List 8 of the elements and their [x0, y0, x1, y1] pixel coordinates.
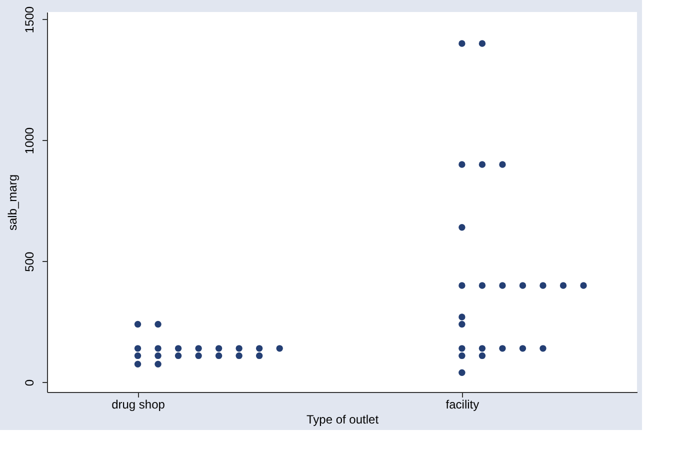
- x-tick-label: facility: [446, 398, 480, 412]
- y-axis-title: salb_marg: [6, 174, 20, 231]
- x-axis-title: Type of outlet: [306, 412, 380, 426]
- y-tick-label: 1500: [22, 6, 36, 34]
- y-tick-label: 0: [22, 379, 36, 386]
- y-tick-label: 500: [22, 251, 36, 272]
- y-tick-label: 1000: [22, 127, 36, 154]
- x-tick-label: drug shop: [112, 398, 166, 412]
